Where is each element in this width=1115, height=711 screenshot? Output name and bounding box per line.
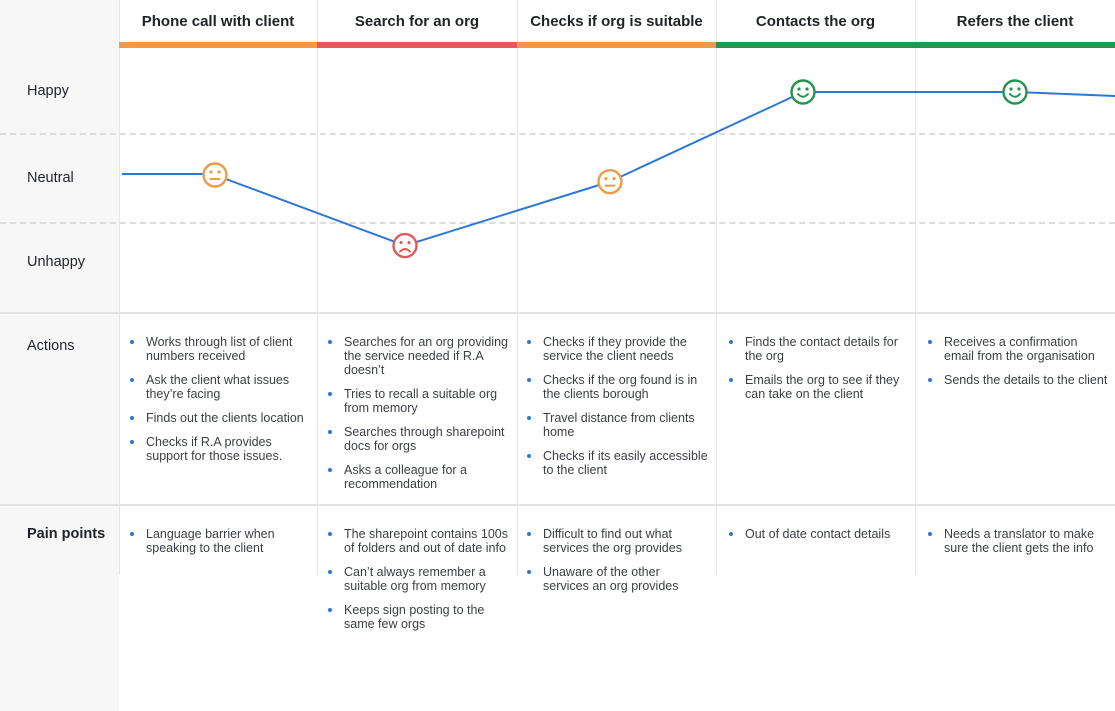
list-item: Tries to recall a suitable org from memo… <box>326 387 508 415</box>
list-item: Finds out the clients location <box>128 411 310 425</box>
emotion-label-happy: Happy <box>27 83 69 99</box>
section-divider <box>0 312 1115 314</box>
list-item: Finds the contact details for the org <box>727 335 909 363</box>
row-label-pain-points: Pain points <box>27 526 106 542</box>
happy-face-icon <box>790 79 816 105</box>
list-item: Travel distance from clients home <box>525 411 709 439</box>
pain-points-cell-search-org: The sharepoint contains 100s of folders … <box>326 527 508 641</box>
emotion-label-neutral: Neutral <box>27 170 74 186</box>
stage-color-bar <box>119 42 317 48</box>
list-item: Checks if the org found is in the client… <box>525 373 709 401</box>
list-item: Can’t always remember a suitable org fro… <box>326 565 508 593</box>
actions-cell-search-org: Searches for an org providing the servic… <box>326 335 508 501</box>
actions-cell-contacts-org: Finds the contact details for the org Em… <box>727 335 909 411</box>
column-divider <box>119 0 120 575</box>
list-item: Unaware of the other services an org pro… <box>525 565 709 593</box>
pain-points-cell-refers-client: Needs a translator to make sure the clie… <box>926 527 1110 565</box>
emotion-label-unhappy: Unhappy <box>27 254 86 270</box>
list-item: Searches for an org providing the servic… <box>326 335 508 377</box>
list-item: Keeps sign posting to the same few orgs <box>326 603 508 631</box>
stage-header-contacts-org: Contacts the org <box>755 12 876 30</box>
unhappy-face-icon <box>392 232 418 259</box>
list-item: Checks if they provide the service the c… <box>525 335 709 363</box>
list-item: Ask the client what issues they’re facin… <box>128 373 310 401</box>
list-item: Checks if R.A provides support for those… <box>128 435 310 463</box>
section-divider <box>0 504 1115 506</box>
list-item: Needs a translator to make sure the clie… <box>926 527 1110 555</box>
list-item: Searches through sharepoint docs for org… <box>326 425 508 453</box>
actions-cell-check-suitable: Checks if they provide the service the c… <box>525 335 709 487</box>
stage-header-refers-client: Refers the client <box>956 12 1074 30</box>
list-item: Asks a colleague for a recommendation <box>326 463 508 491</box>
list-item: The sharepoint contains 100s of folders … <box>326 527 508 555</box>
stage-color-bar <box>716 42 915 48</box>
pain-points-cell-phone-call: Language barrier when speaking to the cl… <box>128 527 310 565</box>
stage-color-bar <box>317 42 517 48</box>
list-item: Out of date contact details <box>727 527 909 541</box>
column-divider <box>517 0 518 575</box>
neutral-face-icon <box>202 162 228 188</box>
pain-points-cell-check-suitable: Difficult to find out what services the … <box>525 527 709 603</box>
journey-grid <box>119 0 1115 575</box>
stage-header-check-suitable: Checks if org is suitable <box>530 12 703 30</box>
pain-points-cell-contacts-org: Out of date contact details <box>727 527 909 551</box>
column-divider <box>317 0 318 575</box>
stage-header-search-org: Search for an org <box>354 12 480 30</box>
list-item: Difficult to find out what services the … <box>525 527 709 555</box>
emotion-divider <box>0 222 1115 224</box>
stage-color-bar <box>915 42 1115 48</box>
list-item: Receives a confirmation email from the o… <box>926 335 1110 363</box>
list-item: Checks if its easily accessible to the c… <box>525 449 709 477</box>
actions-cell-refers-client: Receives a confirmation email from the o… <box>926 335 1110 397</box>
list-item: Language barrier when speaking to the cl… <box>128 527 310 555</box>
column-divider <box>915 0 916 575</box>
column-divider <box>716 0 717 575</box>
row-label-column <box>0 0 119 711</box>
curve-segment <box>609 91 804 183</box>
list-item: Emails the org to see if they can take o… <box>727 373 909 401</box>
emotion-divider <box>0 133 1115 135</box>
stage-header-phone-call: Phone call with client <box>141 12 295 30</box>
curve-segment <box>404 180 611 247</box>
curve-lead-out <box>1014 91 1115 97</box>
stage-color-bar <box>517 42 716 48</box>
list-item: Sends the details to the client <box>926 373 1110 387</box>
row-label-actions: Actions <box>27 338 75 354</box>
curve-segment <box>214 174 406 247</box>
list-item: Works through list of client numbers rec… <box>128 335 310 363</box>
happy-face-icon <box>1002 79 1028 105</box>
neutral-face-icon <box>597 168 623 195</box>
actions-cell-phone-call: Works through list of client numbers rec… <box>128 335 310 473</box>
